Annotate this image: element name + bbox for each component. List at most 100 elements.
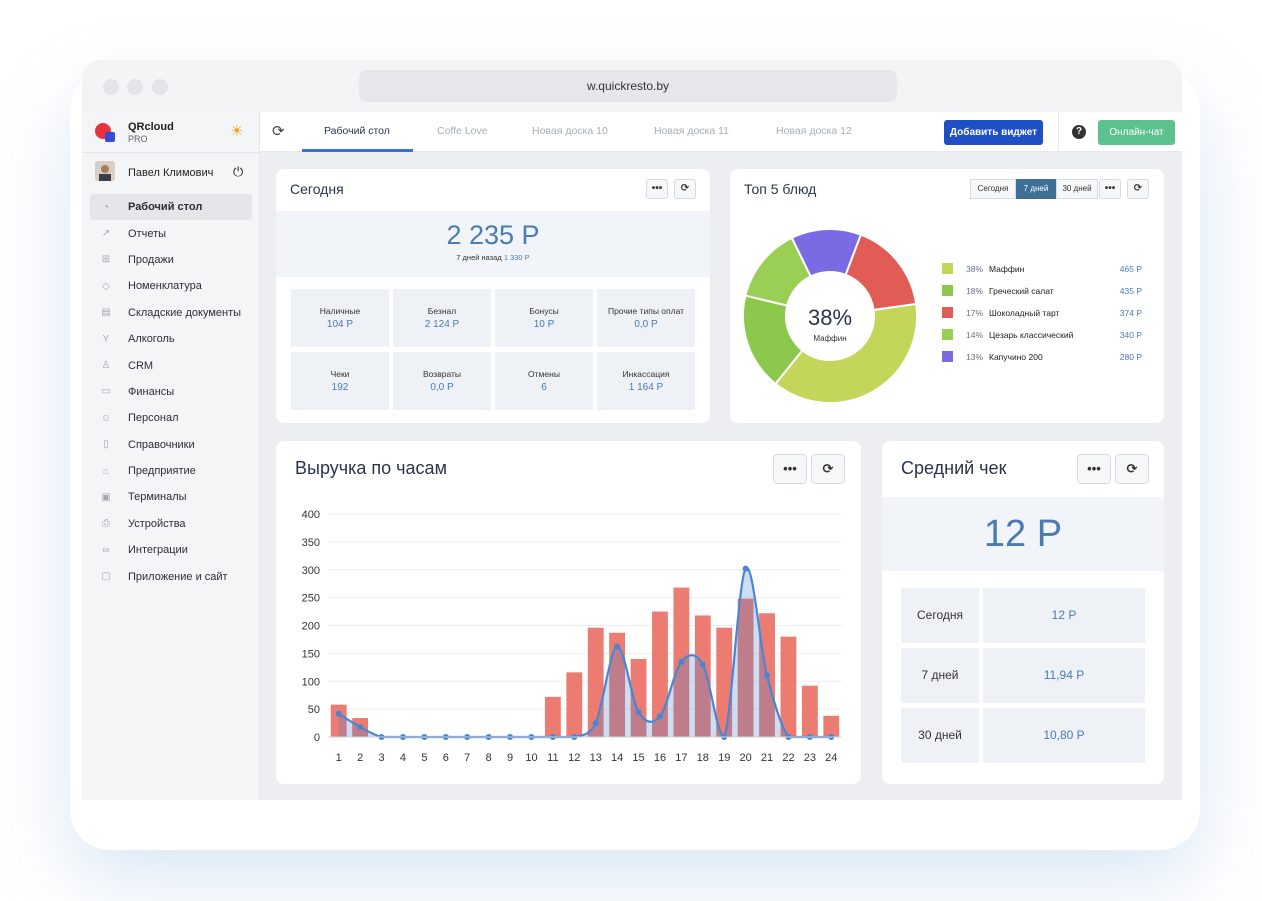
sidebar-item[interactable]: ▢ Приложение и сайт <box>90 563 252 589</box>
revenue-bar[interactable] <box>330 704 347 737</box>
sidebar-item[interactable]: Y Алкоголь <box>90 326 252 352</box>
comparison-point[interactable] <box>592 720 599 727</box>
revenue-bar[interactable] <box>780 636 797 737</box>
sidebar-item[interactable]: ◔ Рабочий стол <box>90 194 252 221</box>
terminal-icon: ▣ <box>101 491 111 503</box>
comparison-point[interactable] <box>635 708 642 715</box>
x-tick-label: 14 <box>611 752 623 764</box>
sidebar-item-label: Финансы <box>128 385 175 398</box>
period-7-days-button[interactable]: 7 дней <box>1016 179 1056 199</box>
comparison-point[interactable] <box>678 658 685 665</box>
sidebar-item[interactable]: ☺ Персонал <box>90 405 252 431</box>
period-30-days-button[interactable]: 30 дней <box>1056 179 1098 199</box>
sidebar-item[interactable]: ◇ Номенклатура <box>90 273 252 299</box>
comparison-point[interactable] <box>656 713 663 720</box>
donut-center-percent: 38% <box>808 305 852 330</box>
comparison-point[interactable] <box>614 643 621 650</box>
topbar-divider <box>1058 112 1059 152</box>
sidebar-item-label: Устройства <box>128 517 186 530</box>
today-refresh-button[interactable]: ⟳ <box>674 179 696 199</box>
sidebar-item-label: Интеграции <box>128 544 188 557</box>
browser-window: w.quickresto.by QRcloud PRO ☀ Павел Клим… <box>82 60 1182 800</box>
revenue-bar[interactable] <box>823 715 840 737</box>
comparison-point[interactable] <box>742 565 749 572</box>
logout-power-icon[interactable]: ⏻ <box>233 164 244 179</box>
average-check-refresh-button[interactable]: ⟳ <box>1115 454 1149 484</box>
sync-icon[interactable]: ⟳ <box>272 123 285 140</box>
active-tab-indicator <box>302 149 413 152</box>
stat-label: Возвраты <box>423 369 461 379</box>
revenue-bar[interactable] <box>737 598 754 737</box>
average-check-band <box>882 497 1164 571</box>
tab-board-12[interactable]: Новая доска 12 <box>776 125 852 137</box>
user-avatar <box>95 161 115 181</box>
sidebar-item[interactable]: ▣ Терминалы <box>90 484 252 510</box>
donut-slice[interactable] <box>844 233 918 312</box>
sidebar-item[interactable]: ▤ Складские документы <box>90 300 252 326</box>
tab-board-11[interactable]: Новая доска 11 <box>654 125 730 137</box>
donut-center-name: Маффин <box>813 334 846 343</box>
plan-label: PRO <box>128 134 148 144</box>
tab-board-10[interactable]: Новая доска 10 <box>532 125 608 137</box>
x-tick-label: 15 <box>632 752 644 764</box>
legend-percent: 18% <box>966 286 984 296</box>
comparison-point[interactable] <box>335 710 342 717</box>
legend-dish-name: Маффин <box>989 264 1025 274</box>
revenue-bar[interactable] <box>544 696 561 737</box>
crm-icon: ♙ <box>101 360 111 372</box>
sidebar-item[interactable]: ⎙ Устройства <box>90 511 252 537</box>
y-tick-label: 50 <box>308 704 320 716</box>
legend-percent: 38% <box>966 264 984 274</box>
today-more-button[interactable]: ••• <box>646 179 668 199</box>
integration-icon: ∞ <box>102 544 110 556</box>
revenue-bar[interactable] <box>566 672 583 737</box>
top-dishes-refresh-button[interactable]: ⟳ <box>1127 179 1149 199</box>
help-icon[interactable]: ? <box>1072 125 1086 139</box>
tab-rabochiy-stol[interactable]: Рабочий стол <box>324 125 390 137</box>
add-widget-button[interactable]: Добавить виджет <box>944 120 1043 145</box>
top-dishes-more-button[interactable]: ••• <box>1099 179 1121 199</box>
x-tick-label: 19 <box>718 752 730 764</box>
window-minimize-dot[interactable] <box>127 79 143 95</box>
theme-toggle-sun-icon[interactable]: ☀ <box>230 123 244 140</box>
hourly-more-button[interactable]: ••• <box>773 454 807 484</box>
address-bar[interactable]: w.quickresto.by <box>359 70 897 102</box>
comparison-point[interactable] <box>699 661 706 668</box>
legend-swatch <box>942 263 953 274</box>
revenue-bar[interactable] <box>652 611 668 737</box>
window-close-dot[interactable] <box>103 79 119 95</box>
window-maximize-dot[interactable] <box>152 79 168 95</box>
user-name[interactable]: Павел Климович <box>128 167 214 179</box>
sidebar-item[interactable]: ↗ Отчеты <box>90 220 252 246</box>
legend-value: 374 Р <box>1119 308 1142 318</box>
revenue-bar[interactable] <box>609 632 626 737</box>
warehouse-icon: ▤ <box>101 307 111 319</box>
qrcloud-logo-icon <box>95 123 115 142</box>
hourly-refresh-button[interactable]: ⟳ <box>811 454 845 484</box>
tab-coffe-love[interactable]: Coffe Love <box>437 125 488 137</box>
sidebar-item[interactable]: ⌂ Предприятие <box>90 458 252 484</box>
online-chat-button[interactable]: Онлайн-чат <box>1098 120 1175 145</box>
brand-name: QRcloud <box>128 121 174 133</box>
enterprise-icon: ⌂ <box>102 465 110 477</box>
sidebar-item[interactable]: ⊞ Продажи <box>90 247 252 273</box>
x-tick-label: 2 <box>357 752 363 764</box>
glass-icon: Y <box>102 333 110 345</box>
sidebar-item-label: Предприятие <box>128 465 196 478</box>
avg-row-label: Сегодня <box>901 588 979 643</box>
stat-cell: Отмены 6 <box>495 352 593 410</box>
staff-icon: ☺ <box>100 412 112 424</box>
sidebar-item[interactable]: ▭ Финансы <box>90 379 252 405</box>
revenue-bar[interactable] <box>801 685 818 737</box>
comparison-point[interactable] <box>357 723 364 730</box>
revenue-bar[interactable] <box>694 615 711 737</box>
legend-swatch <box>942 351 953 362</box>
dashboard-area: Сегодня ••• ⟳ 2 235 Р 7 дней назад 1 330… <box>260 152 1182 800</box>
period-today-button[interactable]: Сегодня <box>970 179 1016 199</box>
comparison-point[interactable] <box>764 672 771 679</box>
sidebar-item[interactable]: ▯ Справочники <box>90 432 252 458</box>
sidebar-item[interactable]: ∞ Интеграции <box>90 537 252 563</box>
donut-slice[interactable] <box>774 302 918 404</box>
average-check-more-button[interactable]: ••• <box>1077 454 1111 484</box>
sidebar-item[interactable]: ♙ CRM <box>90 352 252 378</box>
